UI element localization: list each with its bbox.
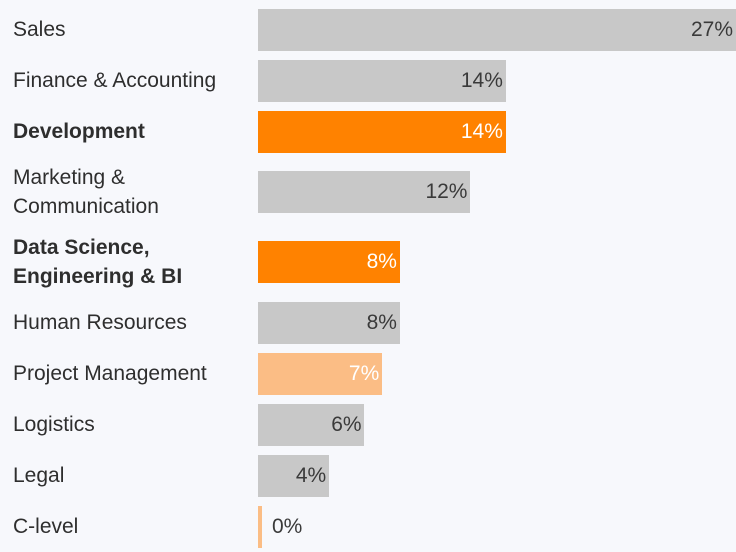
bar-track: 0%: [258, 505, 736, 548]
bar: [258, 352, 382, 395]
category-label: Development: [13, 120, 145, 143]
value-label: 14%: [460, 119, 503, 143]
bar-track: 27%: [258, 8, 736, 51]
category-label: Legal: [13, 464, 65, 487]
bar: [258, 505, 262, 548]
bar: [258, 301, 400, 344]
category-label: Sales: [13, 18, 66, 41]
bar-track: 4%: [258, 454, 736, 497]
bar-row: Marketing & Communication 12%: [0, 157, 736, 227]
bar-row: Logistics 6%: [0, 399, 736, 450]
bar: [258, 403, 365, 446]
category-label: Project Management: [13, 362, 207, 385]
bar-row: Development 14%: [0, 106, 736, 157]
bar-row: C-level 0%: [0, 501, 736, 552]
value-label: 4%: [295, 463, 327, 487]
value-label: 7%: [348, 361, 380, 385]
bar-row: Finance & Accounting 14%: [0, 55, 736, 106]
category-label: Marketing & Communication: [13, 166, 159, 218]
bar-row: Data Science, Engineering & BI 8%: [0, 227, 736, 297]
category-label: Human Resources: [13, 311, 187, 334]
category-label: Finance & Accounting: [13, 69, 217, 92]
bar-track: 8%: [258, 301, 736, 344]
bar-track: 14%: [258, 110, 736, 153]
value-label: 12%: [425, 180, 468, 203]
bar-track: 6%: [258, 403, 736, 446]
value-label: 6%: [331, 412, 362, 436]
value-label: 8%: [366, 310, 397, 334]
value-label: 0%: [272, 514, 303, 538]
bar-row: Project Management 7%: [0, 348, 736, 399]
bar: [258, 241, 400, 283]
bar: [258, 59, 506, 102]
bar: [258, 454, 329, 497]
bar-row: Sales 27%: [0, 4, 736, 55]
value-label: 8%: [366, 250, 397, 273]
value-label: 27%: [691, 17, 734, 41]
bar-track: 14%: [258, 59, 736, 102]
category-label: C-level: [13, 515, 79, 538]
bar-track: 7%: [258, 352, 736, 395]
bar-track: 8%: [258, 241, 736, 283]
bar: [258, 110, 506, 153]
bar-row: Legal 4%: [0, 450, 736, 501]
category-label: Data Science, Engineering & BI: [13, 236, 183, 288]
bar: [258, 8, 736, 51]
value-label: 14%: [460, 68, 503, 92]
bar-track: 12%: [258, 171, 736, 213]
bar: [258, 171, 471, 213]
bar-row: Human Resources 8%: [0, 297, 736, 348]
category-label: Logistics: [13, 413, 95, 436]
